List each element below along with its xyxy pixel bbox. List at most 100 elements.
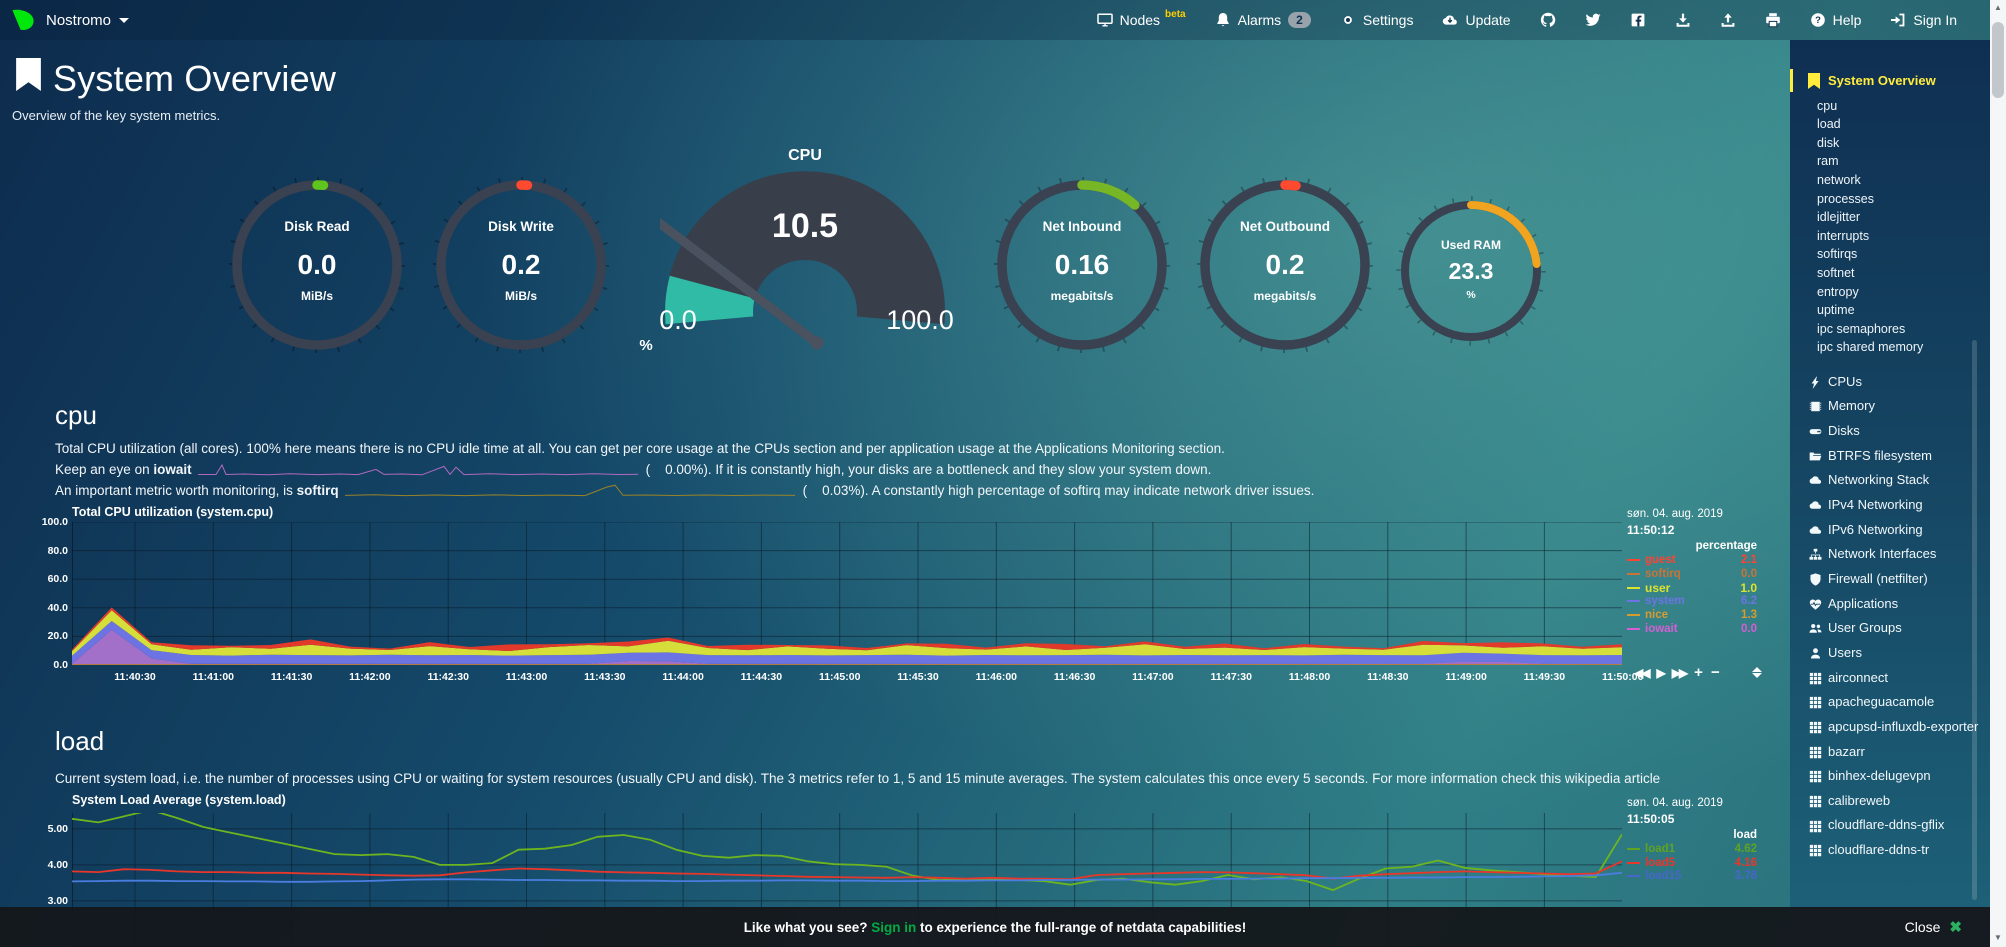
page-scrollbar[interactable]: ▲ ▼ bbox=[1990, 0, 2006, 947]
users-icon bbox=[1806, 620, 1824, 635]
sidebar-item-load[interactable]: load bbox=[1817, 117, 1841, 132]
chart-title[interactable]: System Load Average (system.load) bbox=[72, 793, 286, 807]
facebook-button[interactable] bbox=[1630, 12, 1646, 28]
series-guest bbox=[72, 607, 1622, 652]
legend-row-guest[interactable]: guest 2.1 bbox=[1627, 554, 1757, 566]
sidebar-scrollbar[interactable] bbox=[1972, 340, 1977, 900]
sidebar-item-softnet[interactable]: softnet bbox=[1817, 265, 1855, 280]
sidebar-section-cloudflare-ddns-tr[interactable]: cloudflare-ddns-tr bbox=[1790, 837, 1990, 862]
scroll-up-arrow[interactable]: ▲ bbox=[1994, 3, 2002, 12]
gauge-disk-read[interactable]: Disk Read 0.0 MiB/s bbox=[229, 177, 405, 353]
signin-link[interactable]: Sign in bbox=[871, 919, 917, 935]
sidebar-section-label: User Groups bbox=[1828, 620, 1902, 636]
bookmark-icon bbox=[16, 58, 41, 91]
sidebar-section-network-interfaces[interactable]: Network Interfaces bbox=[1790, 541, 1990, 566]
sidebar-section-cloudflare-ddns-gflix[interactable]: cloudflare-ddns-gflix bbox=[1790, 813, 1990, 838]
y-tick-label: 60.0 bbox=[47, 573, 68, 586]
sidebar-section-firewall-netfilter[interactable]: Firewall (netfilter) bbox=[1790, 566, 1990, 591]
resize-up-icon bbox=[1751, 667, 1762, 672]
sidebar-item-ipc-semaphores[interactable]: ipc semaphores bbox=[1817, 321, 1906, 336]
alarms-button[interactable]: Alarms 2 bbox=[1215, 12, 1311, 28]
legend-row-nice[interactable]: nice 1.3 bbox=[1627, 609, 1757, 621]
sidebar-item-cpu[interactable]: cpu bbox=[1817, 98, 1838, 113]
sidebar-section-users[interactable]: Users bbox=[1790, 640, 1990, 665]
sidebar-item-interrupts[interactable]: interrupts bbox=[1817, 228, 1870, 243]
sidebar-section-calibreweb[interactable]: calibreweb bbox=[1790, 788, 1990, 813]
sidebar-section-bazarr[interactable]: bazarr bbox=[1790, 739, 1990, 764]
sidebar-section-apcupsd-influxdb-exporter[interactable]: apcupsd-influxdb-exporter bbox=[1790, 714, 1990, 739]
zoom-in-button[interactable]: + bbox=[1694, 664, 1703, 681]
sidebar-section-applications[interactable]: Applications bbox=[1790, 591, 1990, 616]
sidebar-section-user-groups[interactable]: User Groups bbox=[1790, 615, 1990, 640]
gauge-net-inbound[interactable]: Net Inbound 0.16 megabits/s bbox=[994, 177, 1170, 353]
settings-button[interactable]: Settings bbox=[1340, 12, 1413, 28]
sidebar-section-networking-stack[interactable]: Networking Stack bbox=[1790, 468, 1990, 493]
sidebar-section-cpus[interactable]: CPUs bbox=[1790, 369, 1990, 394]
legend-row-load1[interactable]: load1 4.62 bbox=[1627, 843, 1757, 855]
sidebar-item-system-overview[interactable]: System Overview bbox=[1790, 69, 1990, 92]
gauge-cpu[interactable]: CPU 10.5 0.0 100.0 % bbox=[639, 145, 970, 360]
sidebar-item-processes[interactable]: processes bbox=[1817, 191, 1874, 206]
legend-name: nice bbox=[1645, 608, 1669, 621]
zoom-out-button[interactable]: − bbox=[1710, 664, 1720, 681]
pan-backward-button[interactable]: ◀◀ bbox=[1634, 665, 1651, 680]
sidebar-section-memory[interactable]: Memory bbox=[1790, 394, 1990, 419]
bottom-bar: Like what you see? Sign in to experience… bbox=[0, 907, 1990, 947]
y-tick-label: 4.00 bbox=[47, 858, 68, 871]
sidebar-section-disks[interactable]: Disks bbox=[1790, 418, 1990, 443]
x-tick-label: 11:45:00 bbox=[818, 671, 861, 683]
gauge-value: 23.3 bbox=[1448, 258, 1494, 284]
play-button[interactable]: ▶ bbox=[1656, 665, 1665, 680]
update-button[interactable]: Update bbox=[1442, 12, 1511, 28]
sidebar-section-ipv4-networking[interactable]: IPv4 Networking bbox=[1790, 492, 1990, 517]
hostname-menu[interactable]: Nostromo bbox=[46, 12, 130, 29]
chart-title[interactable]: Total CPU utilization (system.cpu) bbox=[72, 505, 274, 519]
sidebar-item-ram[interactable]: ram bbox=[1817, 154, 1839, 169]
import-snapshot-button[interactable] bbox=[1675, 12, 1691, 28]
sidebar-sections: CPUs Memory Disks BTRFS filesystem Networkin… bbox=[1790, 369, 1990, 862]
legend-row-softirq[interactable]: softirq 0.0 bbox=[1627, 568, 1757, 580]
x-tick-label: 11:48:30 bbox=[1367, 671, 1409, 683]
export-snapshot-button[interactable] bbox=[1720, 12, 1736, 28]
sidebar-section-binhex-delugevpn[interactable]: binhex-delugevpn bbox=[1790, 763, 1990, 788]
gauge-unit: % bbox=[639, 337, 653, 354]
help-button[interactable]: ? Help bbox=[1810, 12, 1861, 28]
sidebar-item-ipc-shared-memory[interactable]: ipc shared memory bbox=[1817, 340, 1924, 355]
sidebar-item-entropy[interactable]: entropy bbox=[1817, 284, 1859, 299]
scroll-thumb[interactable] bbox=[1992, 22, 2004, 98]
sidebar-item-uptime[interactable]: uptime bbox=[1817, 303, 1855, 318]
legend-row-load5[interactable]: load5 4.16 bbox=[1627, 857, 1757, 869]
netdata-logo-icon[interactable] bbox=[10, 7, 36, 33]
legend-row-iowait[interactable]: iowait 0.0 bbox=[1627, 623, 1757, 635]
close-button[interactable]: Close ✖ bbox=[1905, 918, 1962, 936]
nodes-button[interactable]: Nodes beta bbox=[1096, 9, 1186, 28]
series-user bbox=[72, 610, 1622, 656]
resize-handle[interactable] bbox=[1751, 667, 1762, 678]
sidebar-item-softirqs[interactable]: softirqs bbox=[1817, 247, 1858, 262]
chart-plot[interactable] bbox=[72, 522, 1622, 665]
sidebar-item-network[interactable]: network bbox=[1817, 172, 1861, 187]
legend-row-user[interactable]: user 1.0 bbox=[1627, 581, 1757, 595]
sidebar-section-label: Networking Stack bbox=[1828, 472, 1930, 488]
sidebar-section-airconnect[interactable]: airconnect bbox=[1790, 665, 1990, 690]
sidebar-section-apacheguacamole[interactable]: apacheguacamole bbox=[1790, 689, 1990, 714]
twitter-button[interactable] bbox=[1585, 12, 1601, 28]
github-button[interactable] bbox=[1540, 12, 1556, 28]
legend-row-load15[interactable]: load15 3.78 bbox=[1627, 870, 1757, 882]
sidebar-item-idlejitter[interactable]: idlejitter bbox=[1817, 210, 1861, 225]
cloud-icon bbox=[1806, 472, 1824, 487]
gauge-net-outbound[interactable]: Net Outbound 0.2 megabits/s bbox=[1197, 177, 1373, 353]
sidebar-section-ipv6-networking[interactable]: IPv6 Networking bbox=[1790, 517, 1990, 542]
signin-button[interactable]: Sign In bbox=[1890, 12, 1957, 28]
scroll-down-arrow[interactable]: ▼ bbox=[1994, 933, 2002, 942]
x-tick-label: 11:43:30 bbox=[584, 671, 626, 683]
sidebar-section-label: binhex-delugevpn bbox=[1828, 768, 1931, 784]
print-button[interactable] bbox=[1765, 12, 1781, 28]
legend-row-system[interactable]: system 6.2 bbox=[1627, 595, 1757, 607]
gauge-used-ram[interactable]: Used RAM 23.3 % bbox=[1396, 196, 1546, 346]
sidebar-item-disk[interactable]: disk bbox=[1817, 135, 1840, 150]
gauge-disk-write[interactable]: Disk Write 0.2 MiB/s bbox=[433, 177, 609, 353]
pan-forward-button[interactable]: ▶▶ bbox=[1671, 665, 1689, 680]
sidebar-section-btrfs-filesystem[interactable]: BTRFS filesystem bbox=[1790, 443, 1990, 468]
